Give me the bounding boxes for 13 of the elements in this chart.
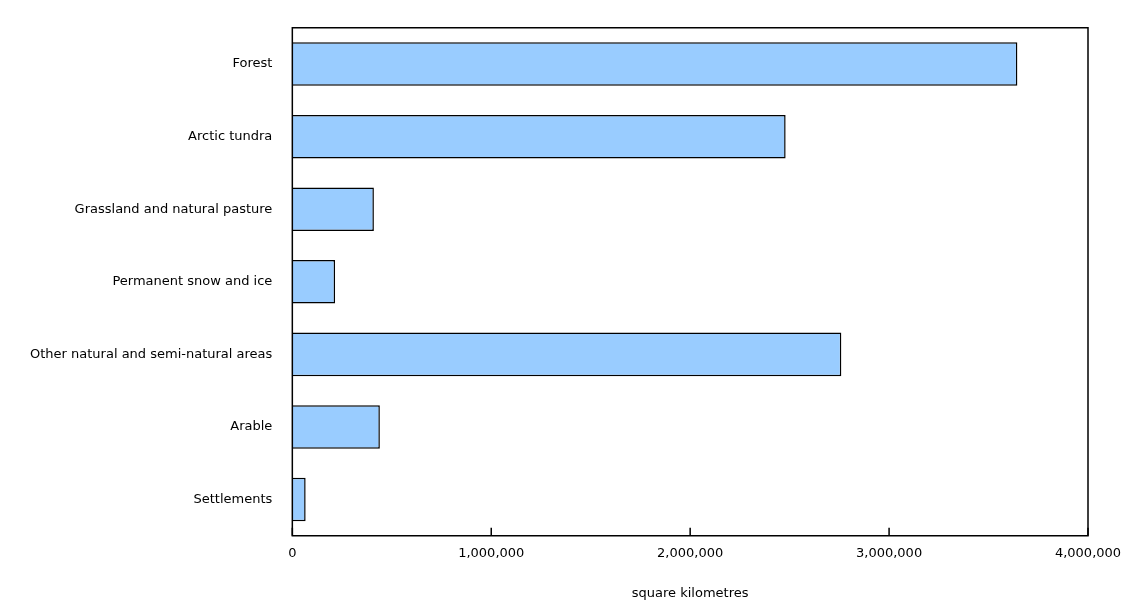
y-tick-label: Arctic tundra [188, 128, 273, 144]
x-tick-label: 4,000,000 [1054, 544, 1122, 560]
y-tick-label: Permanent snow and ice [112, 273, 273, 289]
x-axis-title: square kilometres [631, 584, 749, 600]
x-tick-label: 3,000,000 [856, 544, 923, 560]
y-tick-label: Forest [232, 55, 273, 71]
y-tick-label: Arable [230, 418, 273, 434]
y-tick-label: Grassland and natural pasture [74, 200, 273, 216]
x-tick-label: 2,000,000 [657, 544, 724, 560]
x-tick-label: 0 [288, 544, 297, 560]
y-tick-label: Other natural and semi-natural areas [30, 345, 273, 361]
x-tick-label: 1,000,000 [458, 544, 525, 560]
y-tick-label: Settlements [193, 490, 273, 506]
